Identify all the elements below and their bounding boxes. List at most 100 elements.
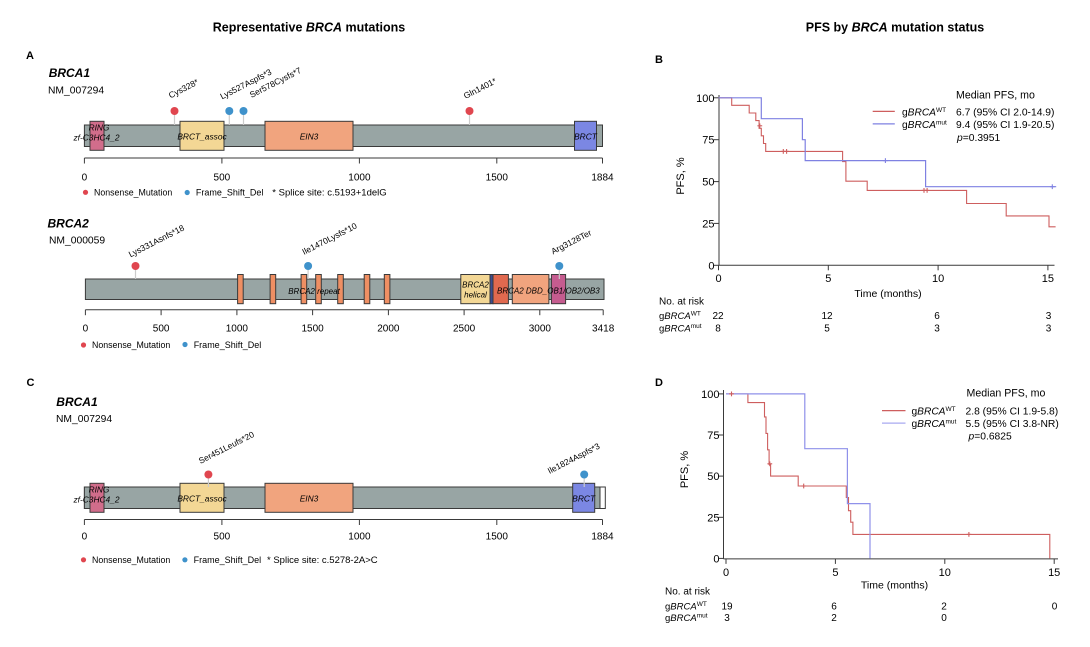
svg-text:NM_007294: NM_007294: [48, 86, 104, 97]
svg-text:gBRCAWT: gBRCAWT: [659, 311, 701, 323]
svg-text:zf-C3HC4_2: zf-C3HC4_2: [72, 133, 119, 143]
svg-text:2: 2: [941, 601, 947, 612]
svg-text:Frame_Shift_Del: Frame_Shift_Del: [194, 340, 262, 350]
svg-text:* Splice site: c.5278-2A>C: * Splice site: c.5278-2A>C: [267, 555, 378, 566]
svg-text:2000: 2000: [377, 324, 400, 335]
svg-text:Frame_Shift_Del: Frame_Shift_Del: [194, 555, 262, 565]
svg-text:BRCA1: BRCA1: [56, 395, 98, 409]
svg-text:gBRCAWT: gBRCAWT: [902, 107, 946, 119]
svg-text:2500: 2500: [453, 324, 476, 335]
svg-text:Time (months): Time (months): [861, 580, 928, 592]
svg-text:RING: RING: [89, 485, 110, 495]
svg-text:0: 0: [941, 613, 947, 624]
svg-text:10: 10: [939, 567, 951, 579]
svg-text:BRCA2: BRCA2: [462, 281, 489, 290]
svg-text:BRCT_assoc: BRCT_assoc: [177, 132, 227, 142]
svg-text:1884: 1884: [591, 173, 614, 184]
svg-text:gBRCAWT: gBRCAWT: [912, 406, 956, 418]
svg-text:1884: 1884: [591, 532, 614, 543]
svg-text:gBRCAWT: gBRCAWT: [665, 601, 707, 613]
svg-text:2.8 (95% CI 1.9-5.8): 2.8 (95% CI 1.9-5.8): [966, 407, 1059, 418]
svg-text:15: 15: [1042, 273, 1054, 285]
svg-text:100: 100: [696, 93, 714, 105]
svg-text:100: 100: [701, 389, 719, 401]
svg-text:10: 10: [932, 273, 944, 285]
svg-text:0: 0: [723, 567, 729, 579]
svg-text:0: 0: [82, 532, 88, 543]
svg-text:19: 19: [721, 601, 733, 612]
svg-text:75: 75: [702, 135, 714, 147]
svg-text:PFS, %: PFS, %: [675, 157, 687, 195]
svg-text:gBRCAmut: gBRCAmut: [902, 120, 947, 132]
svg-text:6: 6: [934, 311, 940, 322]
svg-text:0: 0: [1052, 601, 1058, 612]
svg-text:RING: RING: [89, 123, 110, 133]
svg-text:15: 15: [1048, 567, 1060, 579]
svg-text:EIN3: EIN3: [300, 132, 319, 142]
svg-text:gBRCAmut: gBRCAmut: [659, 323, 702, 335]
svg-text:2: 2: [831, 613, 837, 624]
svg-text:BRCA2: BRCA2: [48, 217, 90, 231]
svg-text:500: 500: [214, 532, 231, 543]
svg-text:p=0.6825: p=0.6825: [968, 432, 1013, 443]
svg-text:75: 75: [707, 430, 719, 442]
svg-text:D: D: [655, 377, 663, 389]
svg-text:5: 5: [824, 324, 830, 335]
svg-text:25: 25: [702, 218, 714, 230]
svg-text:No. at risk: No. at risk: [665, 587, 711, 598]
svg-text:gBRCAmut: gBRCAmut: [912, 419, 957, 431]
svg-text:BRCA2 repeat: BRCA2 repeat: [288, 287, 340, 296]
svg-text:5: 5: [832, 567, 838, 579]
svg-text:1000: 1000: [348, 532, 371, 543]
svg-text:BRCT: BRCT: [574, 132, 598, 142]
svg-text:BRCA1: BRCA1: [49, 66, 91, 80]
svg-text:5.5 (95% CI 3.8-NR): 5.5 (95% CI 3.8-NR): [966, 419, 1059, 430]
svg-text:1500: 1500: [301, 324, 324, 335]
svg-text:9.4 (95% CI 1.9-20.5): 9.4 (95% CI 1.9-20.5): [956, 120, 1054, 131]
svg-text:gBRCAmut: gBRCAmut: [665, 613, 708, 625]
svg-text:Representative BRCA mutations: Representative BRCA mutations: [213, 21, 405, 35]
svg-text:Time (months): Time (months): [854, 288, 921, 300]
svg-text:22: 22: [712, 311, 724, 322]
svg-text:3000: 3000: [529, 324, 552, 335]
svg-text:25: 25: [707, 512, 719, 524]
svg-text:No. at risk: No. at risk: [659, 297, 705, 308]
svg-text:Median PFS, mo: Median PFS, mo: [967, 388, 1046, 400]
svg-text:zf-C3HC4_2: zf-C3HC4_2: [72, 495, 119, 505]
svg-text:NM_007294: NM_007294: [56, 414, 112, 425]
svg-text:1000: 1000: [348, 173, 371, 184]
svg-text:p=0.3951: p=0.3951: [956, 133, 1001, 144]
svg-text:PFS by BRCA mutation status: PFS by BRCA mutation status: [806, 21, 985, 35]
svg-text:0: 0: [82, 173, 88, 184]
svg-text:500: 500: [153, 324, 170, 335]
svg-text:* Splice site: c.5193+1delG: * Splice site: c.5193+1delG: [272, 187, 386, 198]
svg-text:BRCA2 DBD_OB1/OB2/OB3: BRCA2 DBD_OB1/OB2/OB3: [497, 287, 600, 296]
svg-text:3: 3: [724, 613, 730, 624]
svg-text:3: 3: [934, 324, 940, 335]
svg-text:EIN3: EIN3: [300, 494, 319, 504]
svg-text:8: 8: [715, 324, 721, 335]
svg-text:A: A: [26, 50, 34, 62]
svg-text:Nonsense_Mutation: Nonsense_Mutation: [92, 555, 170, 565]
svg-text:5: 5: [825, 273, 831, 285]
svg-text:Frame_Shift_Del: Frame_Shift_Del: [196, 187, 264, 197]
svg-text:Nonsense_Mutation: Nonsense_Mutation: [92, 340, 170, 350]
svg-text:helical: helical: [464, 291, 487, 300]
svg-text:12: 12: [821, 311, 833, 322]
svg-text:3418: 3418: [592, 324, 615, 335]
svg-text:500: 500: [214, 173, 231, 184]
svg-text:0: 0: [83, 324, 89, 335]
svg-text:C: C: [27, 377, 35, 389]
svg-text:Nonsense_Mutation: Nonsense_Mutation: [94, 187, 172, 197]
svg-text:3: 3: [1046, 311, 1052, 322]
svg-text:Median PFS, mo: Median PFS, mo: [956, 90, 1035, 102]
svg-text:6: 6: [831, 601, 837, 612]
svg-text:1000: 1000: [226, 324, 249, 335]
svg-text:50: 50: [707, 471, 719, 483]
svg-text:0: 0: [708, 260, 714, 272]
svg-text:3: 3: [1046, 324, 1052, 335]
svg-text:1500: 1500: [486, 173, 509, 184]
svg-text:B: B: [655, 54, 663, 66]
svg-text:1500: 1500: [486, 532, 509, 543]
svg-text:NM_000059: NM_000059: [49, 236, 105, 247]
